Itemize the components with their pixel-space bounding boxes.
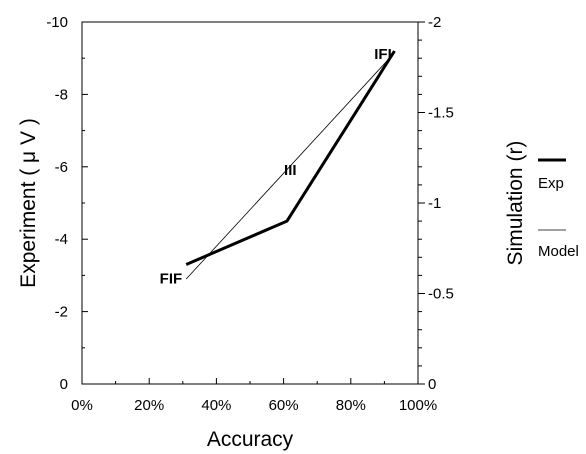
x-tick-label: 100% <box>399 397 437 414</box>
left-y-tick-label: -8 <box>55 86 68 103</box>
x-tick-label: 60% <box>269 397 299 414</box>
point-label-ifi: IFI <box>374 46 392 63</box>
plot-frame <box>81 21 419 385</box>
left-y-tick-label: -6 <box>55 159 68 176</box>
x-tick-label: 0% <box>71 397 93 414</box>
x-axis-title: Accuracy <box>207 428 294 451</box>
x-axis-ticks: 0% 20% 40% 60% 80% 100% <box>71 378 437 414</box>
x-tick-label: 20% <box>134 397 164 414</box>
left-y-axis-title: Experiment ( μ V ) <box>17 118 40 288</box>
right-y-axis-title: Simulation (r) <box>504 141 527 266</box>
series-lines <box>185 50 396 280</box>
right-y-tick-label: -1 <box>428 195 441 212</box>
series-line-exp <box>185 50 396 266</box>
left-y-tick-label: 0 <box>60 376 68 393</box>
legend-exp-label: Exp <box>538 175 564 192</box>
left-y-axis-ticks: 0 -2 -4 -6 -8 -10 <box>46 14 88 393</box>
legend-model-label: Model <box>538 243 579 260</box>
left-y-tick-label: -10 <box>46 14 68 31</box>
right-y-tick-label: 0 <box>428 376 436 393</box>
x-tick-label: 80% <box>336 397 366 414</box>
left-y-tick-label: -4 <box>55 231 68 248</box>
legend: Exp Model <box>538 158 579 260</box>
right-y-tick-label: -0.5 <box>428 286 454 303</box>
point-label-fif: FIF <box>160 270 183 287</box>
point-labels: FIF III IFI <box>160 46 392 287</box>
right-y-tick-label: -1.5 <box>428 105 454 122</box>
right-y-tick-label: -2 <box>428 14 441 31</box>
series-line-model <box>185 52 395 280</box>
point-label-iii: III <box>284 162 297 179</box>
left-y-tick-label: -2 <box>55 304 68 321</box>
x-tick-label: 40% <box>201 397 231 414</box>
right-y-axis-ticks: 0 -0.5 -1 -1.5 -2 <box>418 14 454 393</box>
